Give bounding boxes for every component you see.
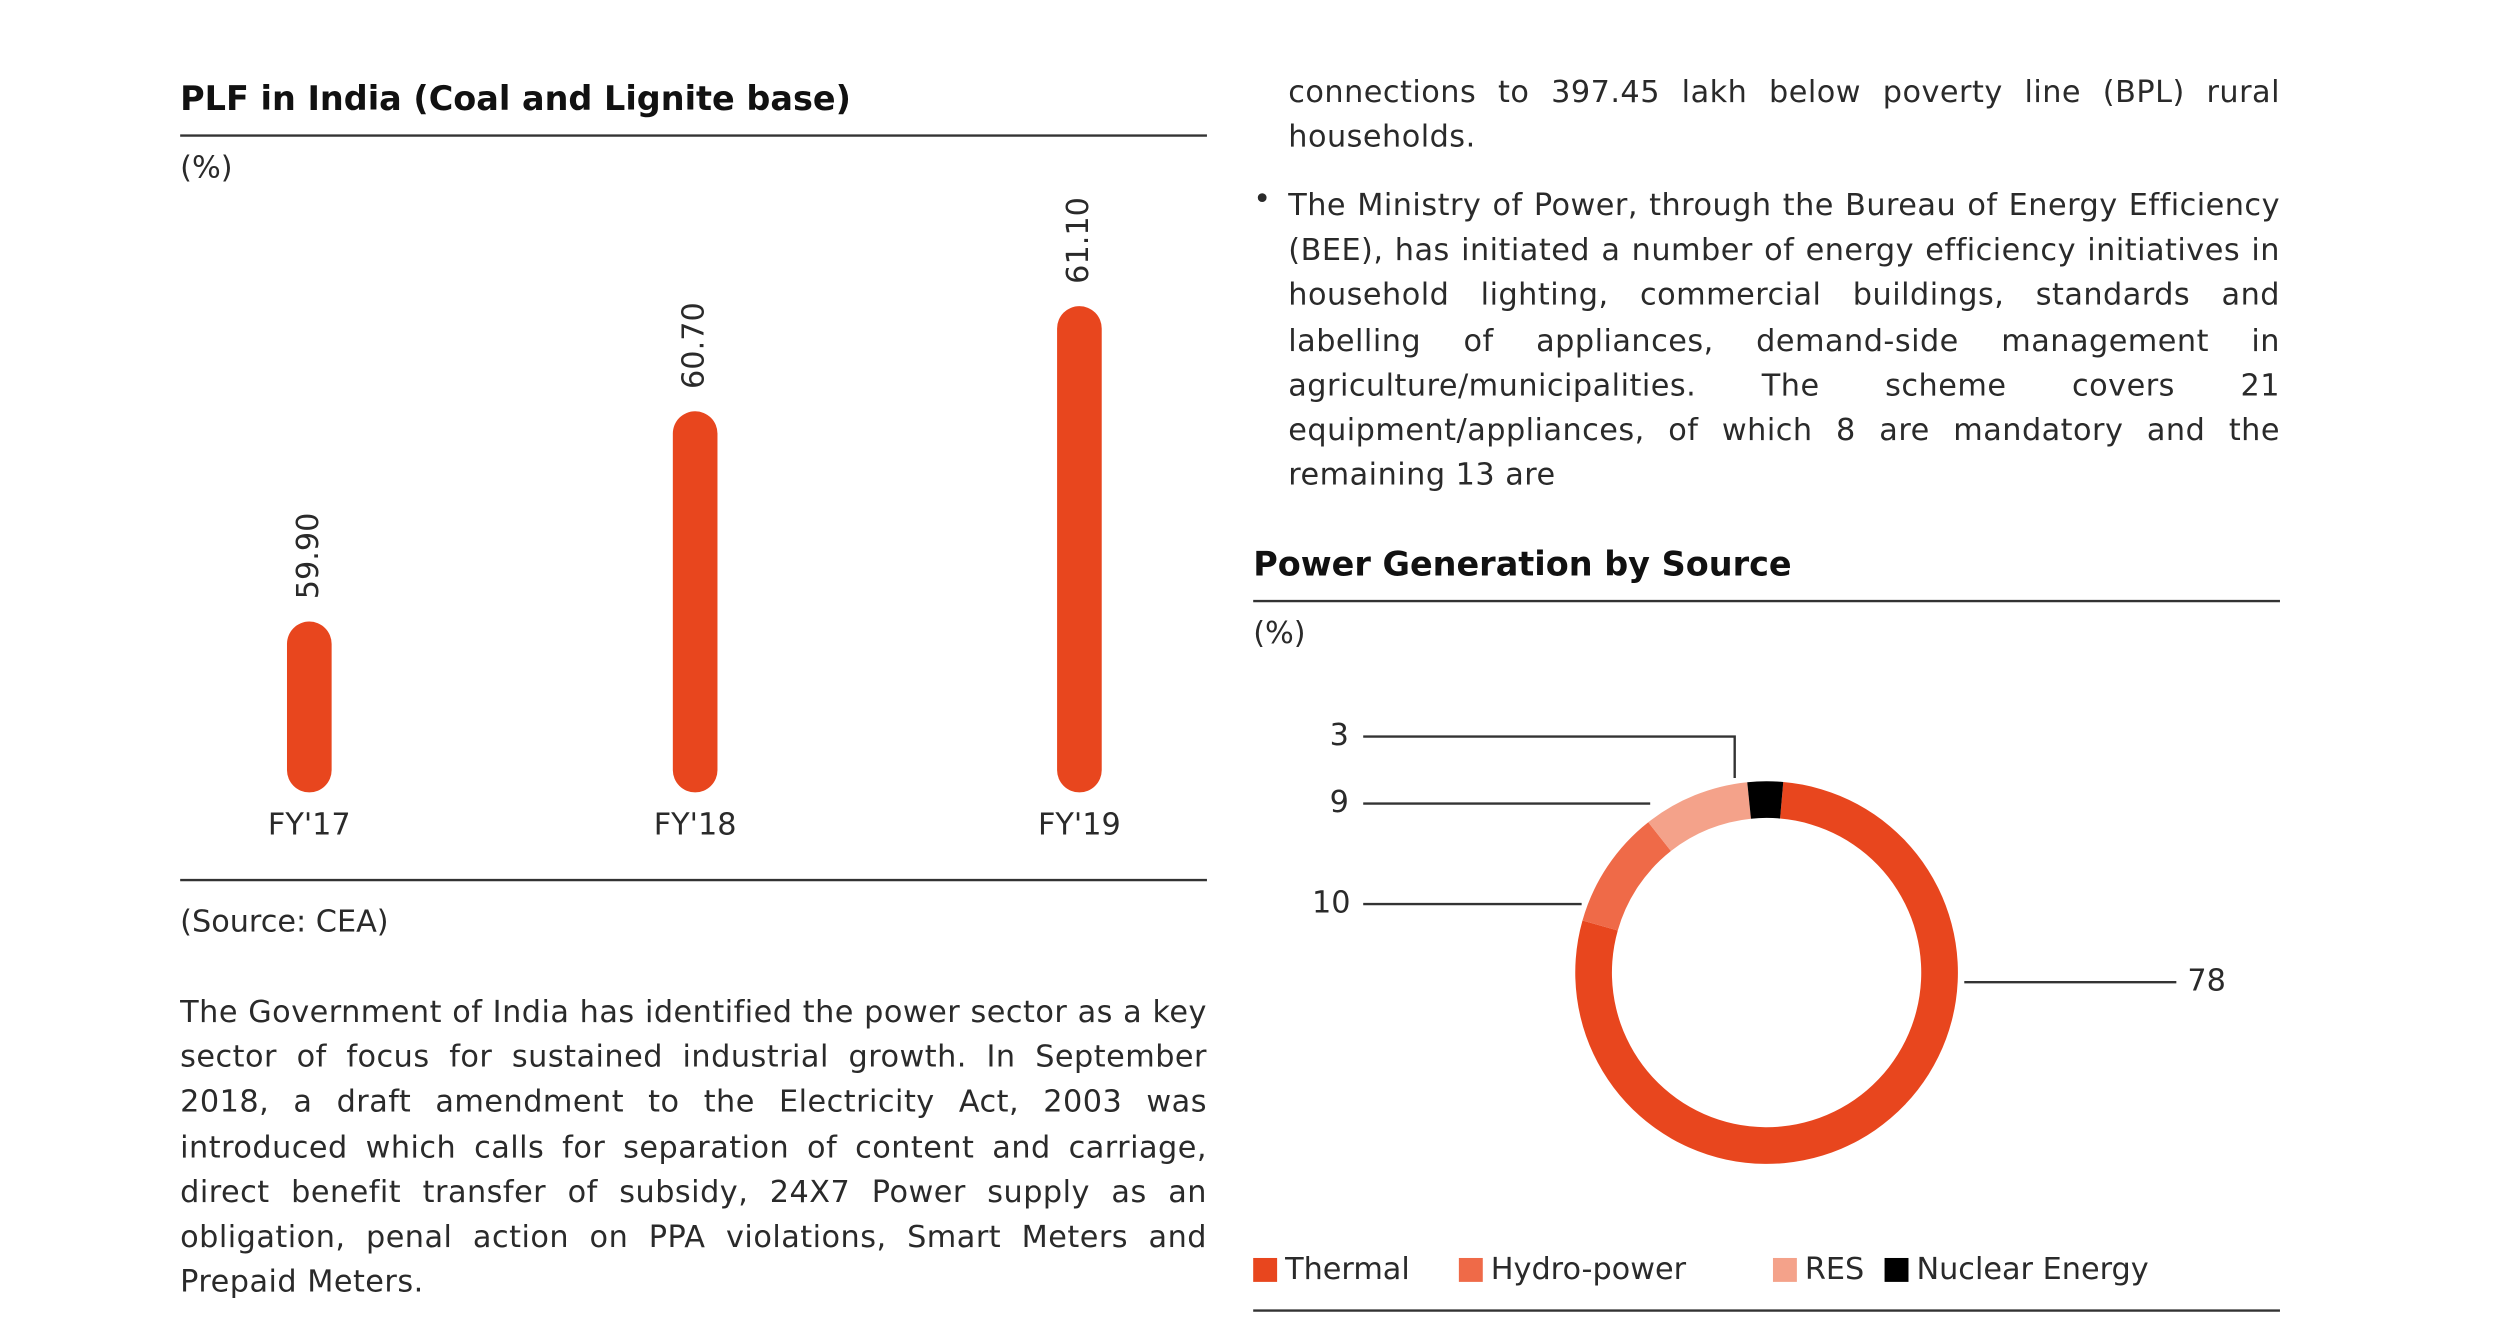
donut-slice bbox=[1747, 781, 1784, 819]
paragraph: connections to 397.45 lakh below poverty… bbox=[1288, 74, 2280, 155]
chart-title: PLF in India (Coal and Lignite base) bbox=[180, 79, 851, 118]
source: (Source: CEA) bbox=[180, 905, 388, 940]
donut-slice bbox=[1582, 822, 1671, 931]
chart-title: Power Generation by Source bbox=[1253, 545, 1791, 584]
value-label: 60.70 bbox=[677, 302, 712, 389]
value-label: 9 bbox=[1330, 785, 1349, 820]
x-tick-label: FY'19 bbox=[1038, 807, 1121, 842]
legend-label: Nuclear Energy bbox=[1916, 1252, 2148, 1287]
leader-line bbox=[1363, 735, 1736, 779]
legend-swatch bbox=[1458, 1257, 1483, 1282]
value-label: 78 bbox=[2187, 964, 2226, 999]
bar bbox=[672, 411, 718, 793]
bar bbox=[1057, 306, 1102, 793]
legend-label: RES bbox=[1805, 1252, 1864, 1287]
legend-swatch bbox=[1253, 1257, 1278, 1282]
value-label: 3 bbox=[1330, 718, 1349, 753]
legend-swatch bbox=[1772, 1257, 1797, 1282]
value-label: 59.90 bbox=[291, 513, 326, 600]
unit-label: (%) bbox=[1253, 616, 1305, 651]
x-tick-label: FY'18 bbox=[654, 807, 737, 842]
unit-label: (%) bbox=[180, 151, 232, 186]
value-label: 61.10 bbox=[1061, 197, 1096, 284]
legend-label: Thermal bbox=[1284, 1252, 1410, 1287]
value-label: 10 bbox=[1312, 886, 1351, 921]
paragraph: The Ministry of Power, through the Burea… bbox=[1288, 188, 2280, 494]
legend-swatch bbox=[1884, 1257, 1909, 1282]
legend-label: Hydro-power bbox=[1491, 1252, 1687, 1287]
paragraph: The Government of India has identified t… bbox=[180, 994, 1207, 1300]
bar bbox=[286, 621, 332, 793]
bullet: • bbox=[1253, 181, 1272, 217]
donut-slice bbox=[1648, 782, 1751, 852]
x-tick-label: FY'17 bbox=[268, 807, 351, 842]
